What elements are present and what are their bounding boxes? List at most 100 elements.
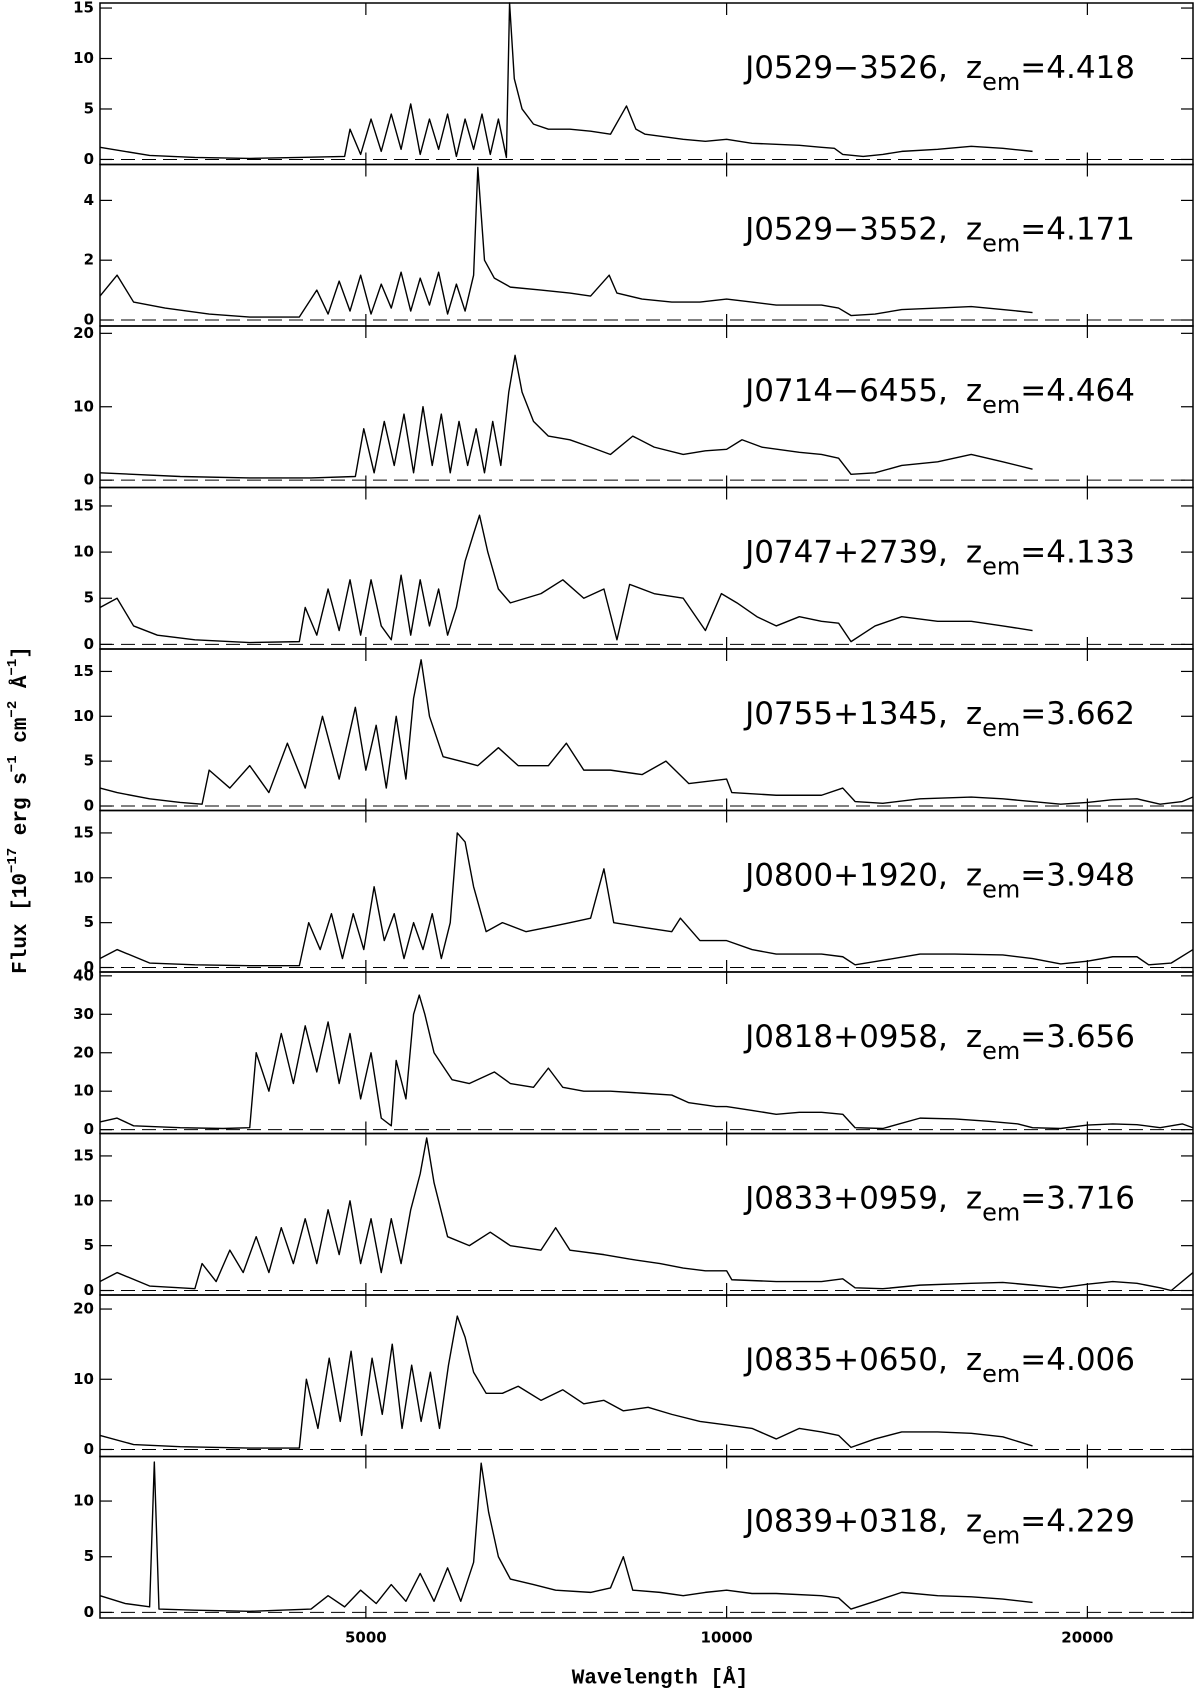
z-subscript: em (982, 68, 1020, 96)
panel-frame (99, 1455, 1194, 1619)
z-subscript: em (982, 714, 1020, 742)
panel-label: J0800+1920, zem=3.948 (743, 857, 1135, 904)
y-tick-label: 0 (84, 311, 94, 329)
z-value: 4.418 (1046, 50, 1135, 86)
z-subscript: em (982, 876, 1020, 904)
z-equals: = (1020, 1342, 1046, 1378)
y-axis-label: Flux [10−17 erg s−1 cm−2 Å−1] (5, 646, 33, 974)
x-tick-label: 5000 (345, 1629, 387, 1647)
object-name: J0714−6455, (743, 373, 948, 409)
z-symbol: z (966, 857, 982, 893)
object-name: J0835+0650, (743, 1342, 948, 1378)
z-value: 3.662 (1046, 696, 1135, 732)
panel-label: J0529−3526, zem=4.418 (743, 50, 1135, 97)
y-tick-label: 30 (73, 1005, 94, 1023)
z-subscript: em (982, 1360, 1020, 1388)
z-symbol: z (966, 534, 982, 570)
y-tick-label: 5 (84, 589, 94, 607)
y-tick-label: 2 (84, 251, 94, 269)
z-subscript: em (982, 1037, 1020, 1065)
panel-label: J0818+0958, zem=3.656 (743, 1019, 1135, 1066)
y-tick-label: 10 (73, 1492, 94, 1510)
y-tick-label: 40 (73, 966, 94, 984)
x-tick-label: 10000 (701, 1629, 753, 1647)
y-axis-label-part: −2 (5, 701, 21, 718)
y-tick-label: 0 (84, 1603, 94, 1621)
z-value: 4.171 (1046, 211, 1135, 247)
y-tick-label: 0 (84, 797, 94, 815)
y-tick-label: 10 (73, 1370, 94, 1388)
y-tick-label: 20 (73, 1300, 94, 1318)
y-tick-label: 10 (73, 397, 94, 415)
y-axis-label-part: ] (10, 646, 33, 659)
y-axis-label-part: erg s (10, 772, 33, 848)
z-symbol: z (966, 1180, 982, 1216)
z-subscript: em (982, 391, 1020, 419)
y-tick-label: 0 (84, 1120, 94, 1138)
y-tick-label: 10 (73, 1082, 94, 1100)
y-tick-label: 10 (73, 1191, 94, 1209)
object-name: J0529−3552, (743, 211, 948, 247)
panel-label: J0529−3552, zem=4.171 (743, 211, 1135, 258)
panel-label: J0835+0650, zem=4.006 (743, 1342, 1135, 1389)
y-tick-label: 0 (84, 150, 94, 168)
z-value: 4.229 (1046, 1503, 1135, 1539)
y-tick-label: 0 (84, 635, 94, 653)
panel-label: J0839+0318, zem=4.229 (743, 1503, 1135, 1550)
panel-label: J0833+0959, zem=3.716 (743, 1180, 1135, 1227)
spectrum-line (99, 994, 1194, 1130)
z-symbol: z (966, 1019, 982, 1055)
y-tick-label: 5 (84, 1547, 94, 1565)
y-axis-label-part: Flux [10 (10, 873, 33, 974)
z-symbol: z (966, 1503, 982, 1539)
y-tick-label: 15 (73, 1146, 94, 1164)
x-axis-label: Wavelength [Å] (572, 1666, 748, 1691)
y-tick-label: 15 (73, 496, 94, 514)
object-name: J0529−3526, (743, 50, 948, 86)
z-equals: = (1020, 1019, 1046, 1055)
object-name: J0818+0958, (743, 1019, 948, 1055)
z-value: 3.948 (1046, 857, 1135, 893)
spectrum-line (99, 514, 1033, 644)
y-axis-label-part: −1 (5, 659, 21, 676)
y-tick-label: 4 (84, 191, 94, 209)
spectrum-line (99, 354, 1033, 479)
z-equals: = (1020, 1503, 1046, 1539)
y-tick-label: 15 (73, 0, 94, 17)
y-axis-label-part: Å (8, 675, 33, 701)
z-value: 3.716 (1046, 1180, 1135, 1216)
z-subscript: em (982, 1522, 1020, 1550)
object-name: J0747+2739, (743, 534, 948, 570)
y-tick-label: 10 (73, 543, 94, 561)
z-equals: = (1020, 50, 1046, 86)
spectrum-line (99, 1315, 1033, 1449)
z-value: 4.464 (1046, 373, 1135, 409)
z-value: 3.656 (1046, 1019, 1135, 1055)
y-axis-label-part: cm (10, 718, 33, 756)
object-name: J0833+0959, (743, 1180, 948, 1216)
y-tick-label: 0 (84, 1440, 94, 1458)
y-tick-label: 10 (73, 707, 94, 725)
y-tick-label: 5 (84, 752, 94, 770)
z-equals: = (1020, 857, 1046, 893)
spectrum-line (99, 166, 1033, 318)
object-name: J0800+1920, (743, 857, 948, 893)
panel-label: J0747+2739, zem=4.133 (743, 534, 1135, 581)
y-tick-label: 0 (84, 471, 94, 489)
z-equals: = (1020, 373, 1046, 409)
z-subscript: em (982, 1199, 1020, 1227)
x-tick-label: 20000 (1061, 1629, 1113, 1647)
z-symbol: z (966, 50, 982, 86)
panel-label: J0714−6455, zem=4.464 (743, 373, 1135, 420)
object-name: J0755+1345, (743, 696, 948, 732)
panel-label: J0755+1345, zem=3.662 (743, 696, 1135, 743)
spectrum-line (99, 832, 1194, 967)
y-axis-label-part: −17 (5, 848, 21, 873)
z-symbol: z (966, 211, 982, 247)
z-equals: = (1020, 211, 1046, 247)
z-symbol: z (966, 373, 982, 409)
y-tick-label: 10 (73, 868, 94, 886)
spectrum-line (99, 1137, 1194, 1292)
y-tick-label: 20 (73, 324, 94, 342)
